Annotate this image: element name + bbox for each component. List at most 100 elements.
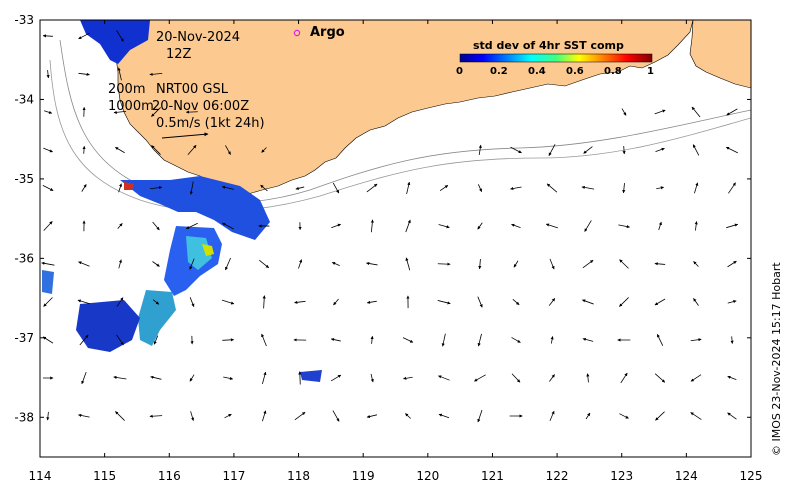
current-arrow (726, 223, 739, 229)
current-arrow (548, 144, 556, 156)
plot-frame (39, 19, 752, 458)
current-arrow (370, 335, 374, 344)
y-tick-label: -36 (14, 251, 34, 265)
current-arrow (115, 146, 125, 154)
current-arrow (189, 181, 194, 195)
current-arrow (728, 182, 736, 194)
current-arrow (189, 297, 195, 307)
colorbar-tick: 0.4 (528, 66, 546, 77)
current-arrow (727, 260, 737, 268)
y-tick-label: -37 (14, 331, 34, 345)
current-arrow (116, 334, 124, 346)
current-arrow (654, 373, 666, 383)
current-arrow (149, 72, 163, 76)
current-arrow (478, 144, 482, 156)
current-arrow (189, 258, 195, 270)
argo-marker (293, 29, 301, 37)
current-arrow (116, 297, 124, 307)
current-arrow (260, 184, 268, 192)
current-arrow (151, 107, 161, 117)
current-arrow (150, 375, 162, 380)
current-arrow (113, 375, 127, 380)
current-arrow (222, 338, 234, 342)
current-arrow (43, 297, 53, 307)
scale-arrow-label: 0.5m/s (1kt 24h) (156, 116, 265, 131)
current-arrow (582, 259, 594, 269)
current-arrow (693, 261, 699, 267)
current-arrow (78, 413, 90, 418)
current-arrow (406, 181, 411, 195)
current-arrow (403, 376, 413, 380)
x-tick-label: 121 (481, 469, 504, 483)
current-arrow (225, 145, 231, 155)
current-arrow (118, 183, 123, 193)
current-arrow (189, 374, 195, 382)
depth-1000-label: 1000m (108, 99, 154, 114)
current-arrow (262, 371, 267, 385)
current-arrow (437, 300, 451, 305)
current-arrow (370, 219, 374, 233)
current-arrow (727, 412, 737, 420)
current-arrow (77, 299, 91, 305)
current-arrow (693, 298, 699, 306)
current-arrow (510, 186, 522, 191)
date-label: 20-Nov-2024 (156, 30, 241, 45)
x-tick-label: 118 (287, 469, 310, 483)
current-arrow (46, 70, 50, 79)
colorbar-tick: 0.2 (490, 66, 508, 77)
current-arrow (332, 182, 340, 194)
current-arrow (586, 373, 590, 383)
current-arrow (115, 411, 125, 421)
current-arrow (224, 413, 232, 419)
current-arrow (330, 337, 341, 342)
current-arrow (619, 413, 629, 419)
x-tick-label: 114 (29, 469, 52, 483)
current-arrow (366, 300, 377, 304)
current-arrow (583, 146, 593, 154)
current-arrow (655, 147, 665, 153)
current-arrow (439, 184, 449, 192)
current-arrow (149, 414, 163, 418)
current-arrow (584, 220, 592, 232)
x-tick-label: 120 (416, 469, 439, 483)
current-arrow (619, 297, 629, 307)
current-arrow (259, 259, 269, 269)
current-arrow (438, 375, 450, 381)
current-arrow (152, 221, 160, 231)
current-arrow (690, 374, 702, 382)
current-arrow (477, 333, 482, 347)
colorbar-tick: 0.8 (604, 66, 622, 77)
current-arrow (619, 259, 629, 269)
current-arrow (43, 221, 53, 231)
y-tick-label: -38 (14, 410, 34, 424)
current-arrow (725, 146, 738, 154)
x-tick-label: 115 (93, 469, 116, 483)
current-arrow (474, 374, 486, 382)
current-arrow (151, 145, 161, 155)
current-arrow (117, 67, 122, 81)
colorbar-tick: 1 (647, 66, 654, 77)
credit-label: © IMOS 23-Nov-2024 15:17 Hobart (770, 262, 783, 456)
current-arrow (477, 222, 483, 230)
current-arrow (332, 410, 340, 422)
current-arrow (511, 223, 521, 228)
current-arrow (441, 333, 446, 347)
current-arrow (295, 186, 305, 190)
current-arrow (262, 295, 266, 309)
current-arrow (405, 219, 411, 233)
x-tick-label: 117 (222, 469, 245, 483)
current-arrow (549, 258, 555, 270)
current-arrow (298, 259, 303, 269)
current-arrow (620, 372, 628, 384)
current-arrow (727, 375, 737, 381)
current-arrow (513, 260, 519, 268)
current-arrow (116, 30, 124, 42)
x-tick-label: 123 (610, 469, 633, 483)
current-arrow (402, 337, 414, 343)
current-arrow (185, 222, 198, 230)
current-arrow (512, 298, 520, 306)
current-arrow (150, 186, 163, 190)
current-arrow (221, 185, 234, 190)
current-arrow (221, 299, 235, 305)
